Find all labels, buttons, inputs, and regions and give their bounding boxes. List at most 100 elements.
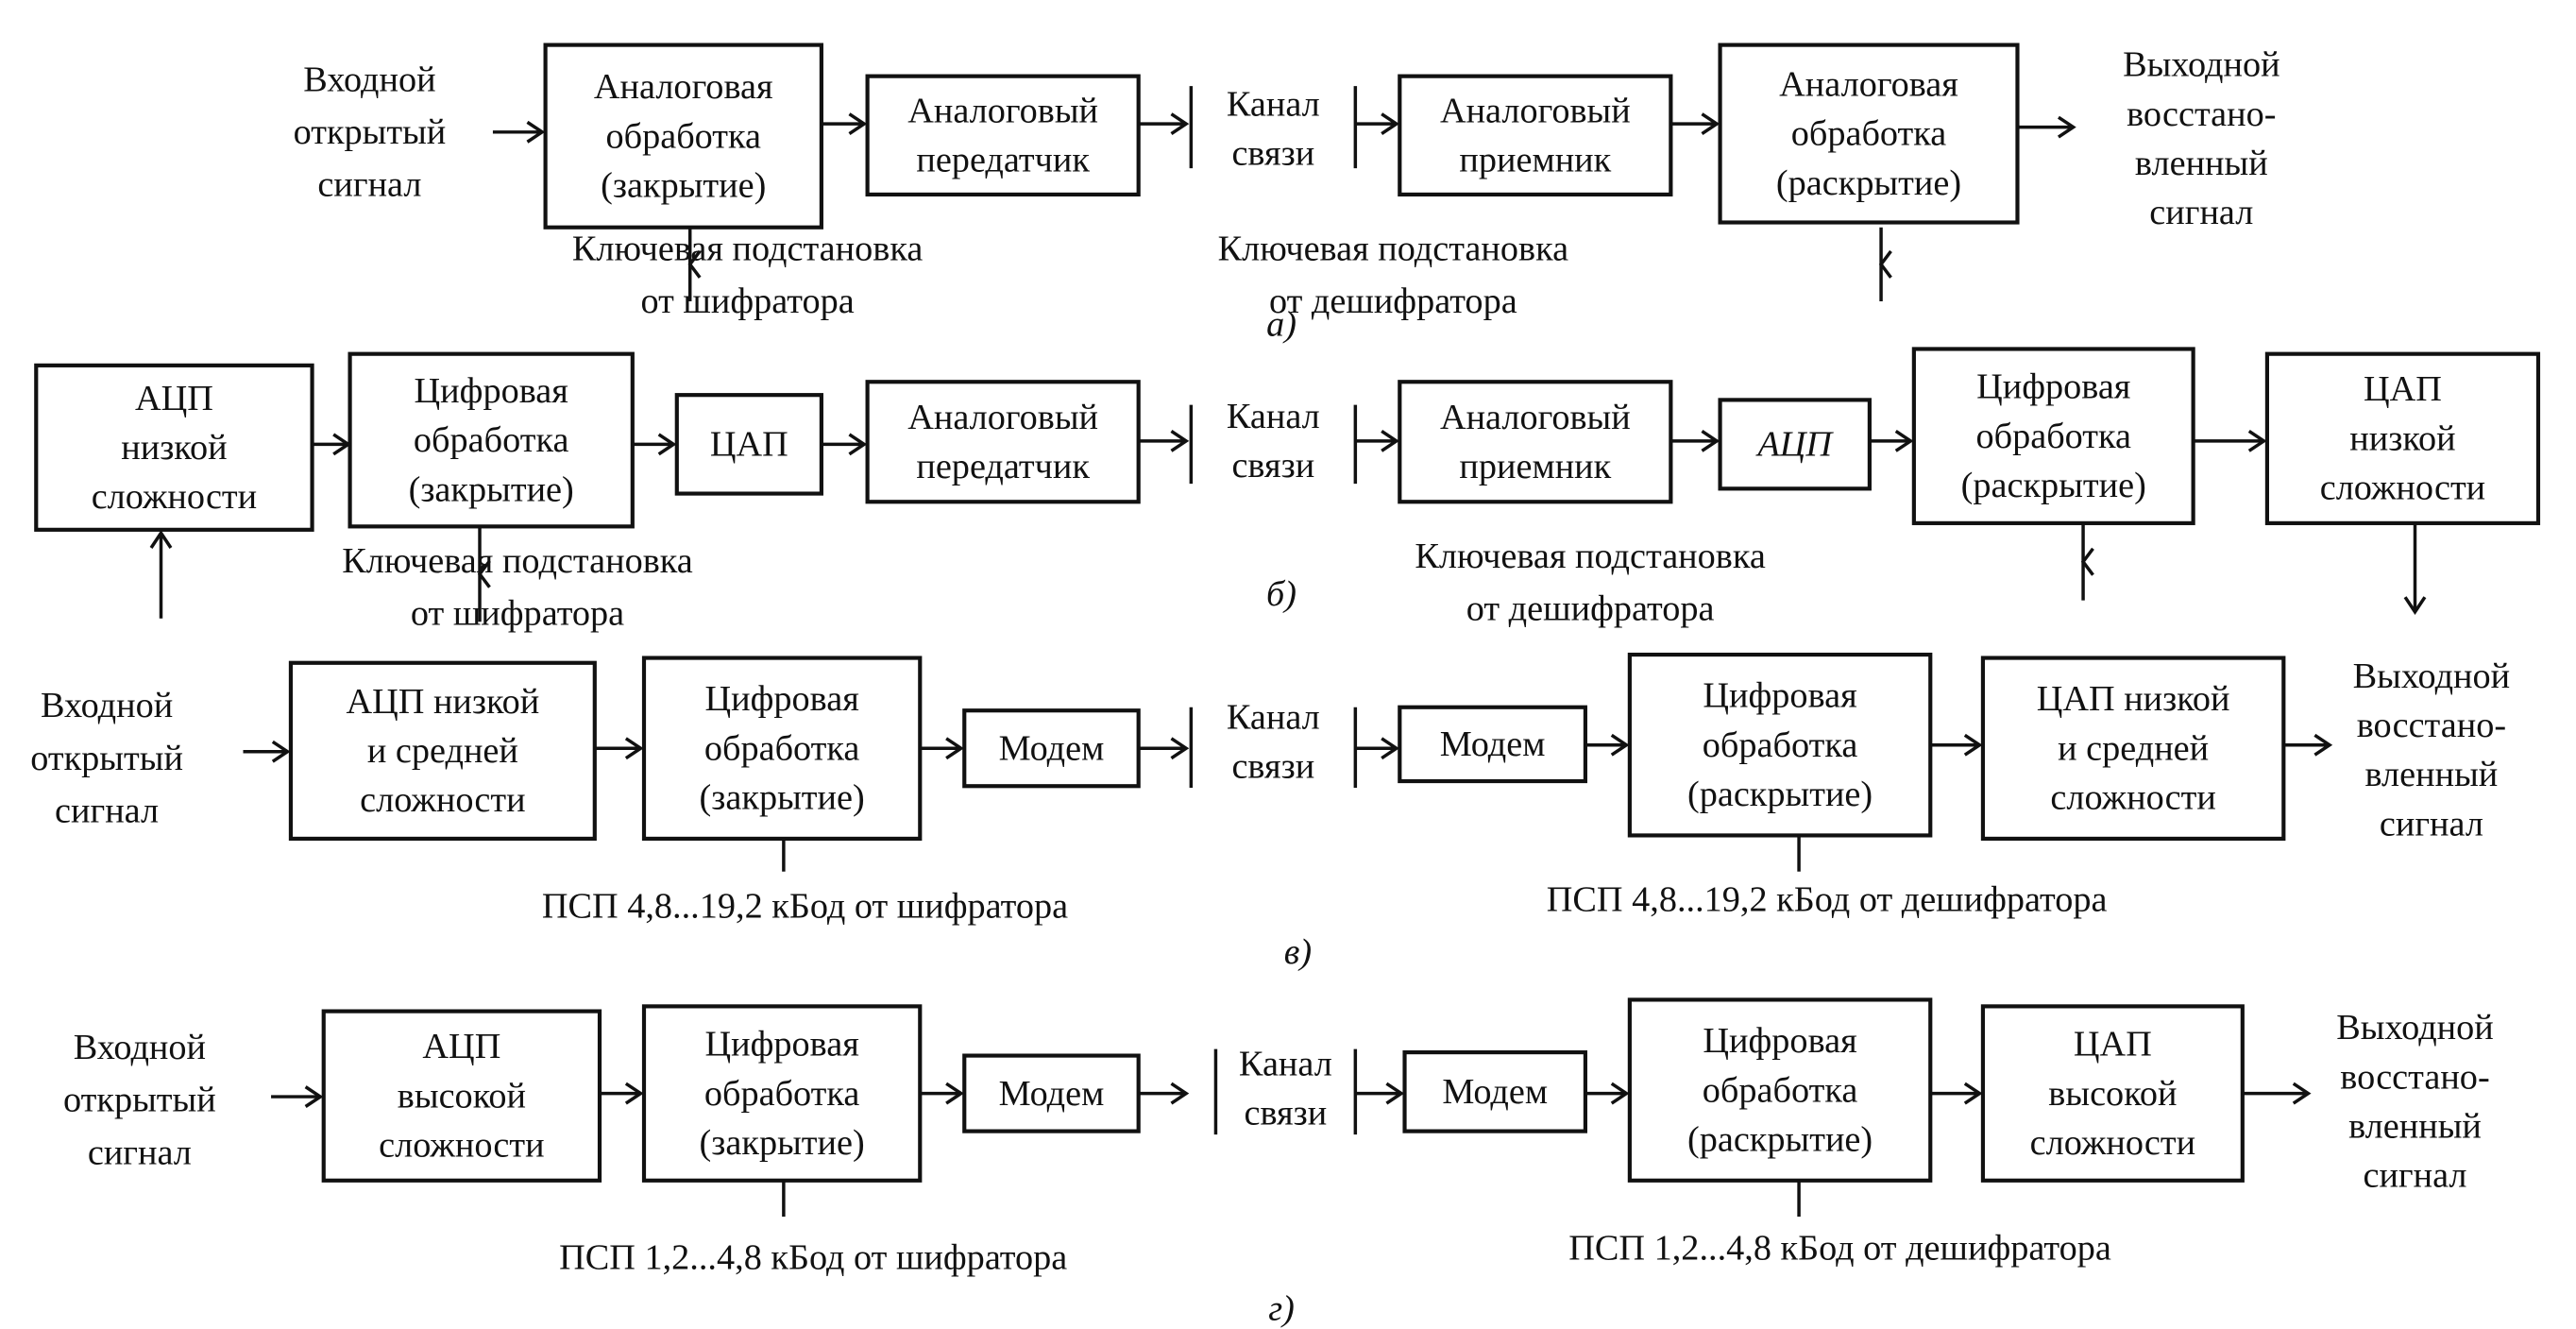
block: Цифровая обработка (закрытие): [641, 656, 923, 842]
arrowhead-icon: [304, 1085, 324, 1108]
arrowhead-icon: [1610, 733, 1630, 757]
arrowhead-icon: [2403, 596, 2427, 615]
arrowhead-icon: [1381, 112, 1399, 135]
block: Цифровая обработка (раскрытие): [1911, 347, 2195, 525]
block-frame: [865, 380, 1141, 504]
block-label: сложности: [2050, 778, 2215, 818]
block: Аналоговый приемник: [1398, 380, 1673, 504]
output-signal-label: вленный: [2135, 144, 2268, 183]
block-label: приемник: [1459, 141, 1611, 180]
block-label: Цифровая: [415, 371, 568, 411]
input-signal-label: сигнал: [55, 792, 159, 831]
block-label: Модем: [999, 728, 1105, 768]
block: ЦАП: [674, 393, 823, 496]
block: Аналоговый передатчик: [865, 380, 1141, 504]
channel-label: связи: [1231, 446, 1314, 486]
arrowhead-icon: [848, 112, 868, 135]
channel-label: Канал: [1227, 397, 1320, 436]
output-signal-label: сигнал: [2149, 193, 2253, 232]
block-label: ЦАП: [2074, 1025, 2152, 1065]
block-frame: [34, 363, 314, 532]
block-label: низкой: [121, 428, 227, 468]
key-source-label: ПСП 1,2...4,8 кБод от дешифратора: [1568, 1228, 2111, 1268]
block: ЦАП высокой сложности: [1980, 1004, 2245, 1183]
block: Цифровая обработка (раскрытие): [1627, 652, 1933, 838]
block-label: сложности: [2030, 1123, 2195, 1163]
block-label: Модем: [1442, 1072, 1548, 1112]
channel-label: связи: [1231, 134, 1314, 174]
output-signal-label: сигнал: [2380, 804, 2483, 843]
key-source-label: Ключевая подстановка: [572, 230, 924, 269]
arrowhead-icon: [1701, 112, 1720, 135]
block-frame: [1980, 656, 2286, 842]
block: АЦП: [1718, 398, 1872, 491]
block-frame: [1911, 347, 2195, 525]
block-label: АЦП: [422, 1027, 500, 1066]
diagram-label: г): [1268, 1289, 1295, 1329]
key-source-label: от дешифратора: [1466, 589, 1715, 629]
block: АЦП низкой сложности: [34, 363, 314, 532]
diagram-g: АЦП высокой сложности Цифровая обработка (зак…: [63, 997, 2494, 1329]
output-signal-label: восстано-: [2357, 706, 2506, 745]
arrowhead-icon: [2057, 115, 2076, 139]
block-label: обработка: [1703, 725, 1858, 765]
block-label: (раскрытие): [1687, 775, 1873, 814]
output-signal-label: вленный: [2364, 755, 2498, 794]
block-frame: [1980, 1004, 2245, 1183]
output-signal-label: Выходной: [2336, 1008, 2494, 1048]
input-signal-label: сигнал: [317, 165, 421, 205]
arrowhead-icon: [1170, 737, 1190, 760]
block: ЦАП низкой и средней сложности: [1980, 656, 2286, 842]
key-source-label: ПСП 4,8...19,2 кБод от дешифратора: [1547, 879, 2108, 919]
block-label: Модем: [999, 1074, 1105, 1114]
input-signal-label: открытый: [294, 112, 447, 152]
arrowhead-icon: [1170, 1082, 1190, 1105]
block-label: передатчик: [916, 447, 1090, 486]
key-source-label: ПСП 1,2...4,8 кБод от шифратора: [559, 1238, 1067, 1278]
block-frame: [347, 351, 635, 529]
block-label: Аналоговая: [594, 67, 773, 107]
output-signal-label: Выходной: [2353, 656, 2511, 696]
arrowhead-icon: [1381, 430, 1399, 452]
channel-label: Канал: [1227, 84, 1320, 124]
arrowhead-icon: [1894, 430, 1914, 452]
key-arrow-icon: [2080, 547, 2094, 576]
block-label: (закрытие): [700, 1123, 865, 1163]
block-label: (закрытие): [700, 778, 865, 818]
diagram-label: а): [1266, 305, 1296, 345]
key-source-label: от шифратора: [411, 594, 624, 634]
block-frame: [543, 43, 823, 230]
block: ЦАП низкой сложности: [2264, 351, 2541, 525]
block-label: обработка: [605, 116, 761, 156]
block-label: Аналоговый: [907, 398, 1098, 437]
block-frame: [641, 1004, 923, 1183]
channel-label: связи: [1231, 747, 1314, 787]
block-frame: [962, 708, 1141, 789]
block-label: и средней: [367, 731, 518, 771]
block-frame: [1398, 74, 1673, 197]
block-label: ЦАП: [2364, 369, 2442, 409]
arrowhead-icon: [1170, 430, 1190, 452]
diagram-label: в): [1284, 932, 1312, 972]
diagram-b: АЦП низкой сложности Цифровая обработка (закр…: [34, 347, 2541, 634]
arrowhead-icon: [271, 740, 291, 763]
block-label: сложности: [379, 1126, 544, 1166]
diagram-v: АЦП низкой и средней сложности Цифровая обра…: [30, 652, 2511, 972]
arrowhead-icon: [848, 433, 868, 456]
block-frame: [865, 74, 1141, 197]
key-source-label: Ключевая подстановка: [342, 541, 693, 581]
block: Аналоговый передатчик: [865, 74, 1141, 197]
arrowhead-icon: [1963, 733, 1983, 757]
key-source-label: от дешифратора: [1269, 281, 1517, 321]
arrowhead-icon: [1610, 1082, 1630, 1105]
key-source-label: Ключевая подстановка: [1415, 537, 1766, 576]
block-label: (раскрытие): [1776, 163, 1961, 203]
block: Модем: [962, 1053, 1141, 1133]
block: Модем: [1398, 705, 1587, 784]
block: Цифровая обработка (раскрытие): [1627, 997, 1933, 1183]
block-label: Цифровая: [1976, 367, 2130, 407]
block-label: Цифровая: [704, 1025, 858, 1065]
block: Аналоговая обработка (закрытие): [543, 43, 823, 230]
arrowhead-icon: [1963, 1082, 1983, 1105]
